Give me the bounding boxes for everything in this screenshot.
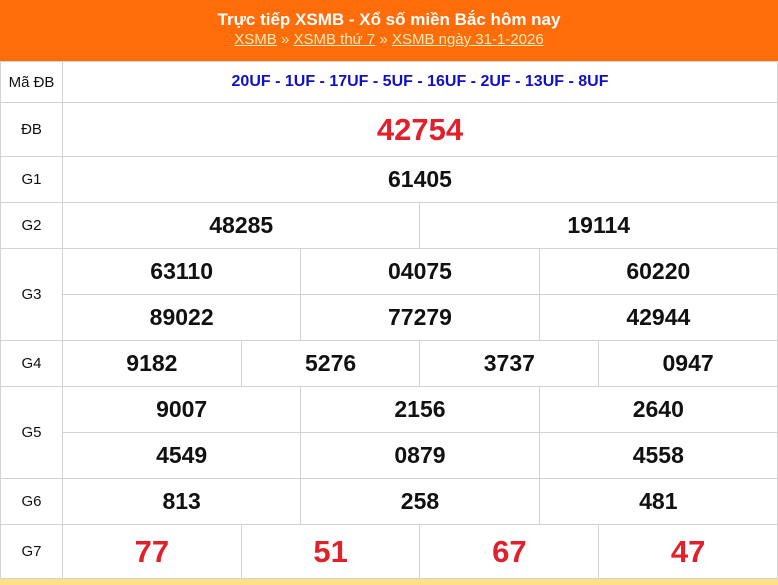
row-g7: G7 77 51 67 47: [0, 524, 778, 579]
prize-g3: 77279: [300, 294, 540, 341]
row-g5: 4549 0879 4558: [1, 432, 778, 479]
prize-g5: 4558: [538, 432, 778, 479]
prize-g7: 47: [598, 524, 778, 579]
prize-g7: 67: [419, 524, 600, 579]
label-db: ĐB: [0, 102, 63, 157]
next-row-strip: [0, 579, 778, 585]
prize-g1: 61405: [62, 156, 778, 203]
prize-g5: 0879: [300, 432, 540, 479]
special-codes: 20UF - 1UF - 17UF - 5UF - 16UF - 2UF - 1…: [62, 61, 778, 103]
label-g5: G5: [0, 386, 63, 479]
row-db: ĐB 42754: [0, 102, 778, 157]
prize-g3: 63110: [61, 248, 302, 295]
prize-g3: 04075: [300, 248, 540, 295]
label-g7: G7: [0, 524, 63, 579]
prize-g5: 4549: [61, 432, 302, 479]
results-header: Trực tiếp XSMB - Xổ số miền Bắc hôm nay …: [0, 0, 778, 61]
row-g4: G4 9182 5276 3737 0947: [0, 340, 778, 387]
label-g6: G6: [0, 478, 63, 525]
label-g2: G2: [0, 202, 63, 249]
breadcrumb-xsmb-thu-7[interactable]: XSMB thứ 7: [293, 31, 376, 48]
prize-g4: 9182: [62, 340, 242, 387]
prize-g6: 813: [61, 478, 302, 525]
prize-g3: 60220: [538, 248, 778, 295]
prize-g4: 5276: [240, 340, 421, 387]
row-g2: G2 48285 19114: [0, 202, 778, 249]
prize-g5: 2156: [300, 386, 540, 433]
label-ma-db: Mã ĐB: [0, 61, 63, 103]
prize-g4: 3737: [419, 340, 600, 387]
prize-g7: 51: [240, 524, 421, 579]
prize-db: 42754: [62, 102, 778, 157]
row-g6: G6 813 258 481: [0, 478, 778, 525]
prize-g4: 0947: [598, 340, 778, 387]
row-g5: G5 9007 2156 2640: [0, 386, 778, 479]
prize-g5: 2640: [538, 386, 778, 433]
prize-g3: 42944: [538, 294, 778, 341]
row-g3: 89022 77279 42944: [1, 294, 778, 341]
breadcrumb-xsmb-date[interactable]: XSMB ngày 31-1-2026: [391, 31, 544, 48]
prize-g6: 481: [538, 478, 778, 525]
row-g3: G3 63110 04075 60220: [0, 248, 778, 341]
prize-g7: 77: [62, 524, 242, 579]
breadcrumb: XSMB » XSMB thứ 7 » XSMB ngày 31-1-2026: [234, 31, 544, 48]
label-g1: G1: [0, 156, 63, 203]
prize-g2: 19114: [419, 202, 778, 249]
results-table: Mã ĐB 20UF - 1UF - 17UF - 5UF - 16UF - 2…: [0, 61, 778, 579]
row-ma-db: Mã ĐB 20UF - 1UF - 17UF - 5UF - 16UF - 2…: [0, 61, 778, 103]
label-g3: G3: [0, 248, 63, 341]
prize-g2: 48285: [61, 202, 421, 249]
breadcrumb-xsmb[interactable]: XSMB: [234, 31, 277, 48]
prize-g6: 258: [300, 478, 540, 525]
page-title: Trực tiếp XSMB - Xổ số miền Bắc hôm nay: [217, 10, 561, 29]
prize-g3: 89022: [61, 294, 302, 341]
label-g4: G4: [0, 340, 63, 387]
row-g1: G1 61405: [0, 156, 778, 203]
prize-g5: 9007: [61, 386, 302, 433]
